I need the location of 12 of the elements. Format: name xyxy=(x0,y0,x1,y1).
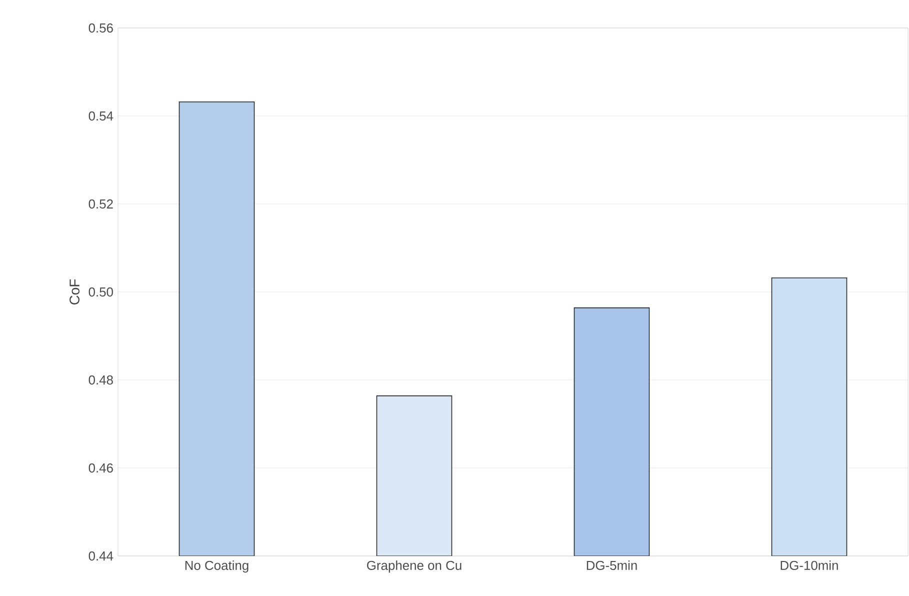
x-tick-label: DG-5min xyxy=(586,560,637,570)
y-tick-label: 0.46 xyxy=(88,463,113,473)
y-axis-title: CoF xyxy=(70,279,80,304)
x-tick-label: Graphene on Cu xyxy=(367,560,462,573)
x-tick-label: No Coating xyxy=(185,560,248,573)
x-tick-label: DG-10min xyxy=(780,560,838,570)
y-tick-label: 0.48 xyxy=(88,375,113,385)
y-tick-label: 0.50 xyxy=(88,287,113,297)
y-tick-label: 0.52 xyxy=(88,199,113,209)
y-tick-label: 0.56 xyxy=(88,23,113,33)
y-tick-label: 0.54 xyxy=(88,111,114,121)
y-tick-label: 0.44 xyxy=(88,551,114,561)
